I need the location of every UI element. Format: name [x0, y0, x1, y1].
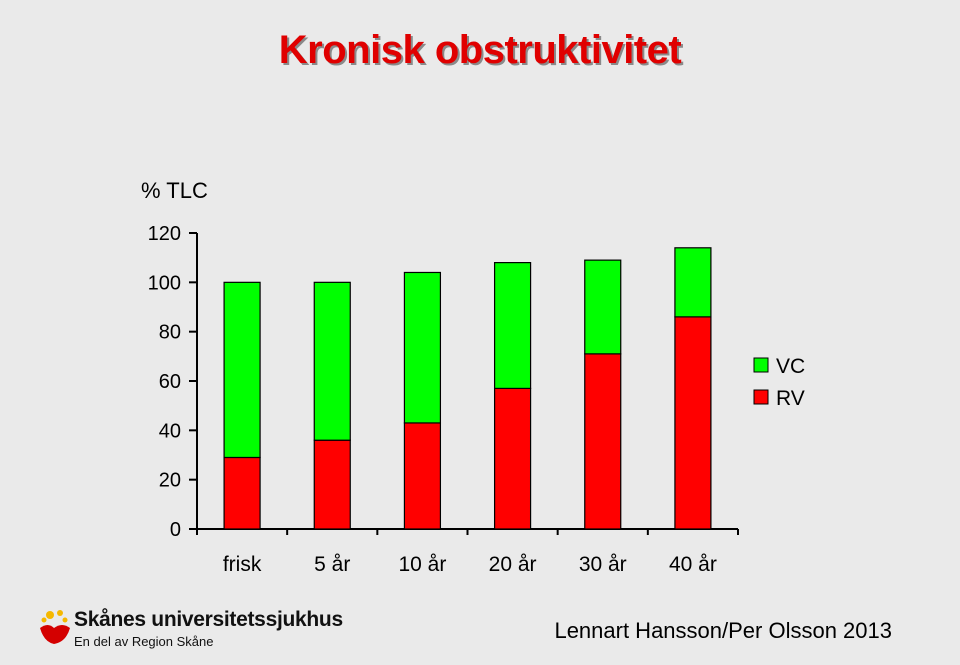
x-tick-label: 5 år — [314, 553, 350, 576]
bar-vc — [313, 281, 351, 441]
y-axis-label: % TLC — [141, 178, 208, 203]
bar-vc — [674, 247, 712, 318]
bar-vc — [584, 259, 622, 355]
hospital-name: Skånes universitetssjukhus — [74, 608, 343, 631]
legend-label-vc: VC — [776, 355, 805, 378]
x-tick-label: 10 år — [398, 553, 446, 576]
y-tick-labels: 0 20 40 60 80 100 120 — [148, 223, 181, 541]
bar-rv — [584, 353, 622, 530]
y-tick-label: 80 — [159, 322, 181, 344]
legend-label-rv: RV — [776, 387, 805, 410]
legend-swatch-vc — [753, 357, 769, 373]
y-tick-label: 60 — [159, 371, 181, 393]
slide-title: Kronisk obstruktivitet — [278, 28, 682, 72]
hospital-logo: Skånes universitetssjukhus En del av Reg… — [38, 606, 358, 656]
x-tick-label: frisk — [223, 553, 262, 576]
y-tick-label: 40 — [159, 420, 181, 442]
chart-bars — [223, 247, 712, 530]
hospital-logo-icon — [40, 610, 70, 644]
y-tick-label: 100 — [148, 272, 181, 294]
x-tick-label: 30 år — [579, 553, 627, 576]
y-tick-label: 0 — [170, 519, 181, 541]
bar-vc — [403, 271, 442, 424]
legend-swatch-rv — [753, 389, 769, 405]
bar-vc — [493, 262, 532, 390]
bar-rv — [223, 456, 261, 530]
y-tick-label: 120 — [148, 223, 181, 245]
bar-rv — [313, 439, 351, 530]
x-tick-label: 40 år — [669, 553, 717, 576]
chart-legend: VC RV — [753, 355, 805, 410]
bar-rv — [403, 422, 442, 530]
bar-rv — [493, 387, 532, 530]
bar-rv — [674, 316, 712, 530]
x-tick-label: 20 år — [489, 553, 537, 576]
chart-axes — [189, 232, 739, 535]
y-tick-label: 20 — [159, 470, 181, 492]
bar-vc — [223, 281, 261, 459]
hospital-subtitle: En del av Region Skåne — [74, 634, 214, 649]
x-tick-labels: frisk 5 år 10 år 20 år 30 år 40 år — [223, 553, 717, 576]
author-credit: Lennart Hansson/Per Olsson 2013 — [554, 618, 892, 643]
stacked-bar-chart: % TLC frisk 5 år 10 år 20 år 30 år 40 år 0 20 4… — [141, 178, 805, 576]
